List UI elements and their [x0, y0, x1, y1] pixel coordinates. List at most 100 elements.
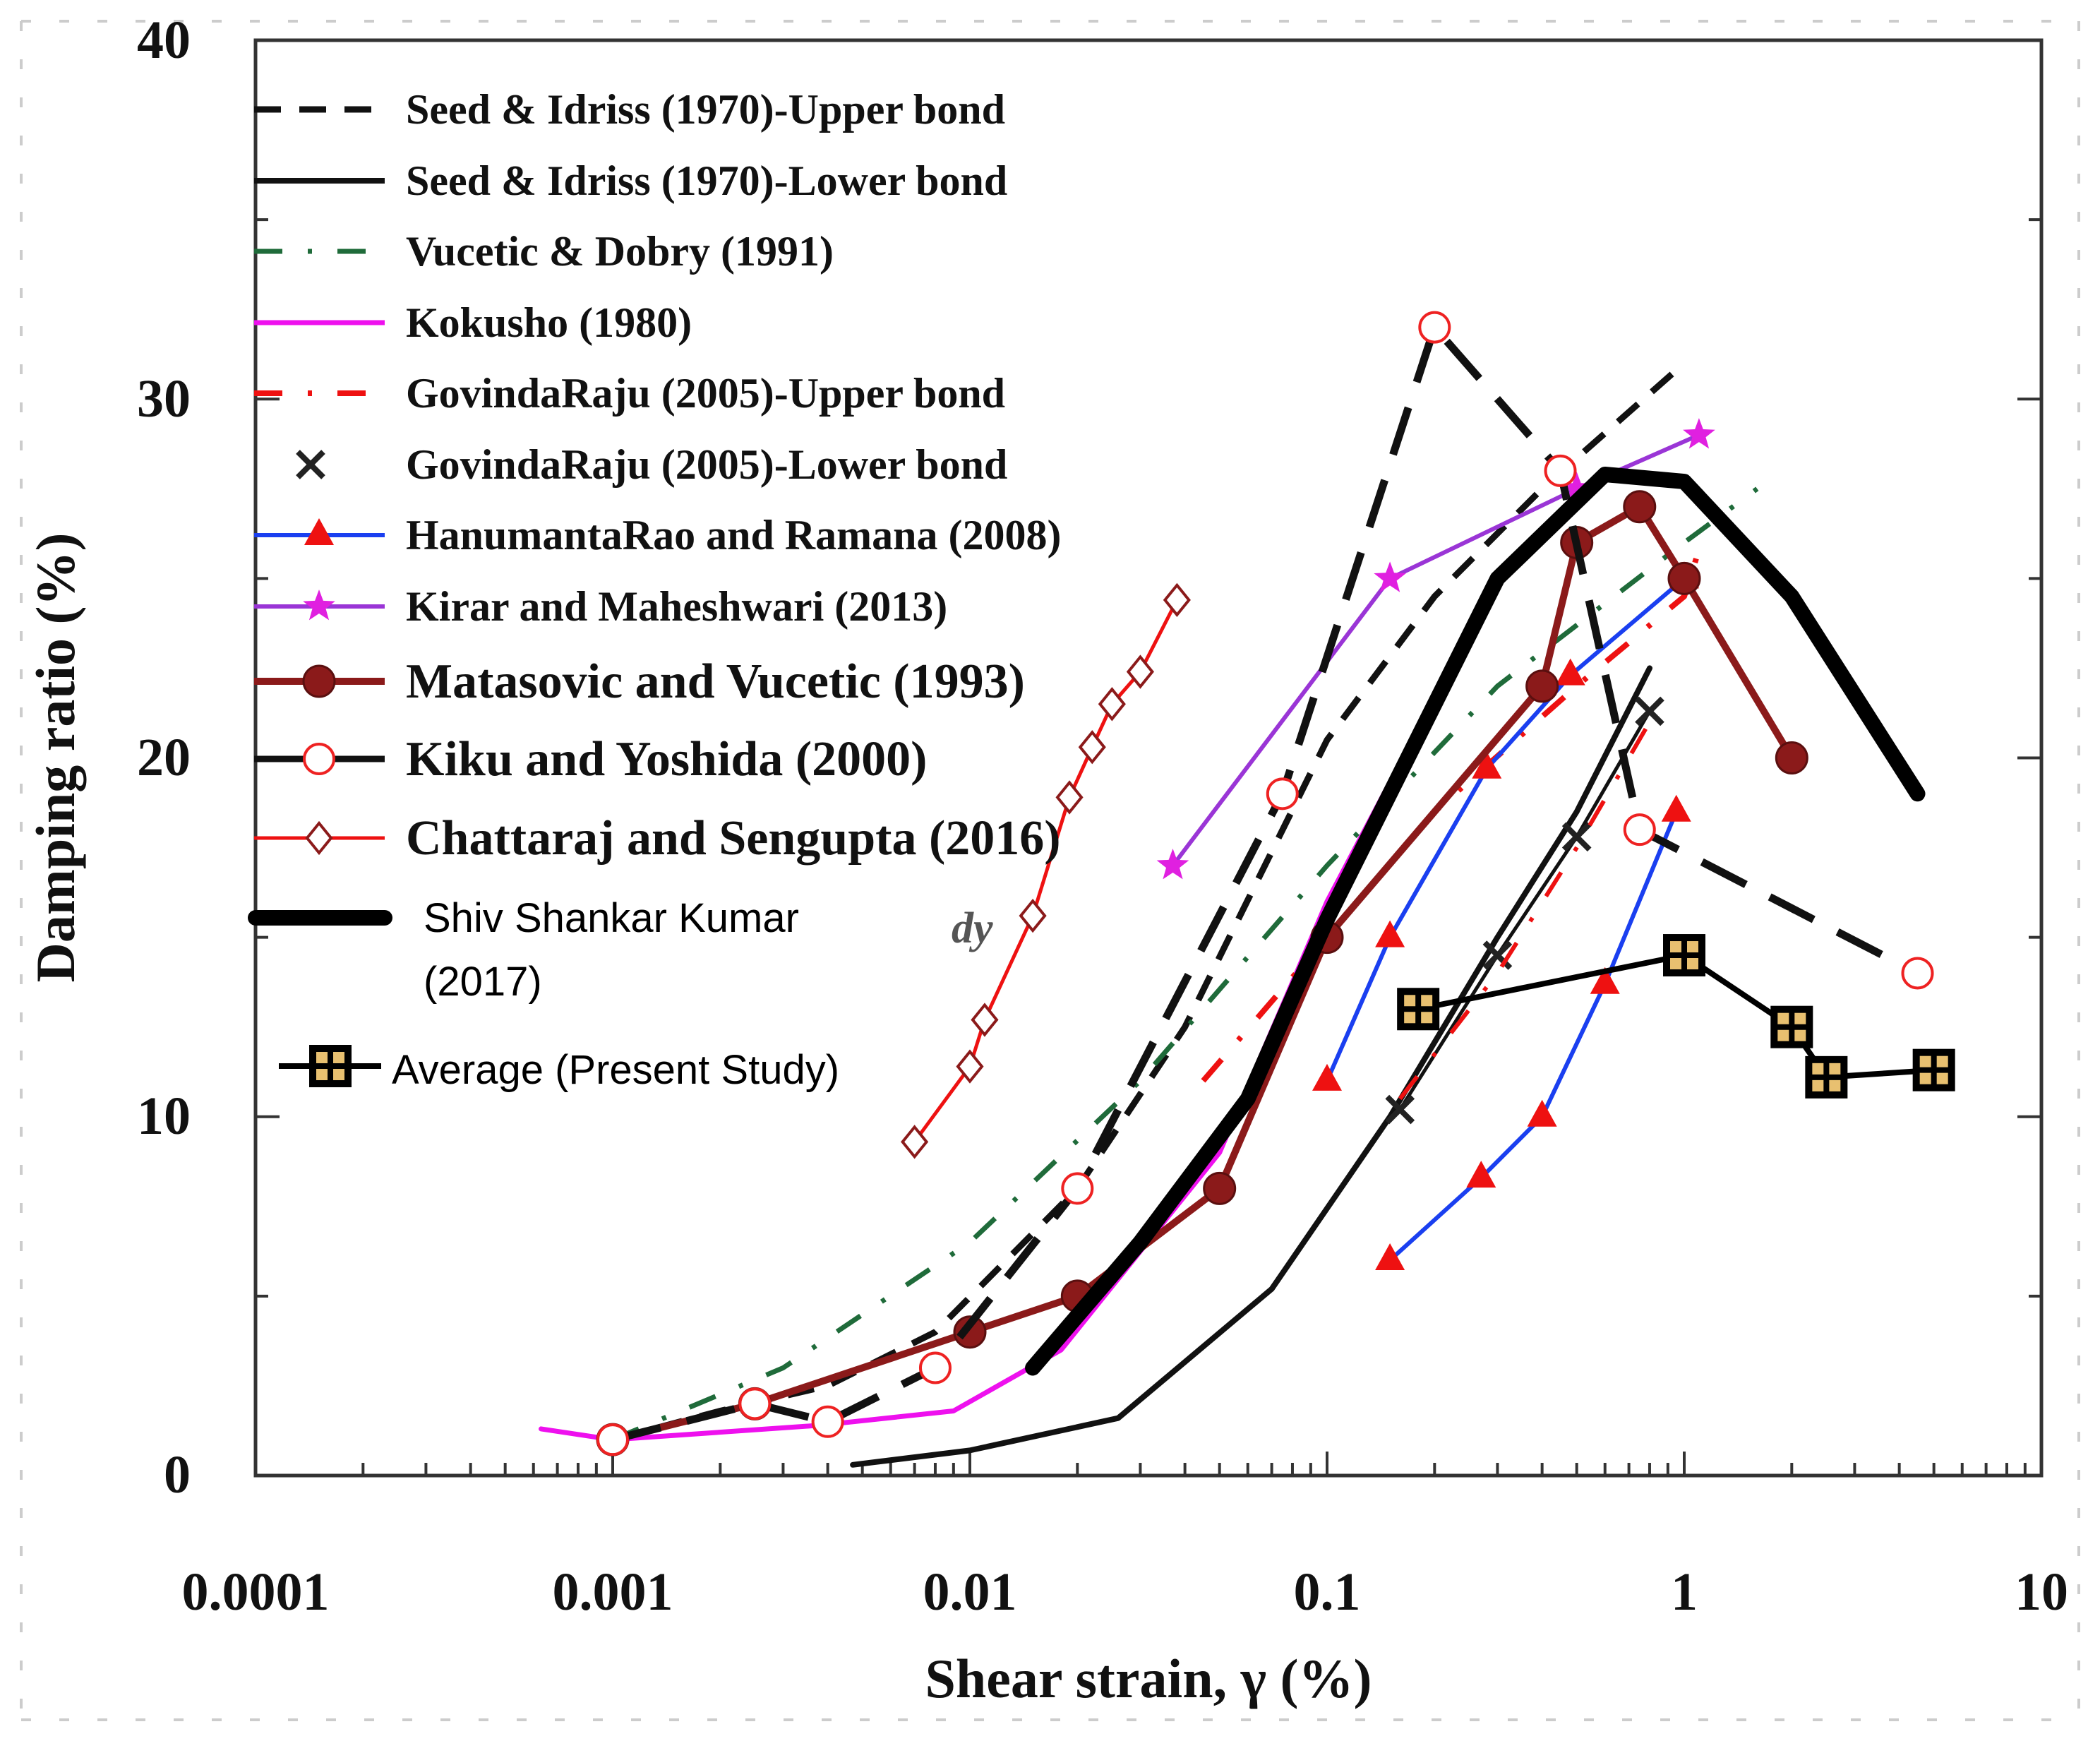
diamond-marker [1019, 898, 1047, 933]
x-marker [1635, 696, 1664, 726]
triangle-marker [1527, 1099, 1557, 1127]
ring-marker [738, 1387, 772, 1420]
square-plus-cross [1916, 1052, 1952, 1088]
series-layer [539, 311, 1955, 1468]
square-plus-cross [1808, 1059, 1844, 1095]
triangle-marker [1375, 920, 1405, 947]
x-tick-label: 0.001 [553, 1562, 673, 1622]
series-kirar-and-maheshwari-2013- [1156, 418, 1715, 880]
diamond-marker [1055, 780, 1084, 815]
square-plus-cross [1400, 991, 1436, 1027]
diamond-marker [901, 1125, 929, 1159]
triangle-marker [1555, 658, 1585, 686]
square-plus-cross [1667, 938, 1702, 974]
legend-label: Kiku and Yoshida (2000) [406, 732, 928, 786]
series-chattaraj-and-sengupta-2016- [901, 582, 1191, 1159]
legend-label: Kirar and Maheshwari (2013) [406, 583, 947, 630]
diamond-marker [971, 1003, 999, 1037]
diamond-marker [1126, 654, 1154, 689]
dot-marker [1623, 490, 1657, 524]
triangle-marker [304, 518, 334, 545]
star-marker [1683, 418, 1715, 449]
series-seed-idriss-1970-lower-bond [850, 665, 1652, 1468]
star-marker [303, 590, 335, 621]
series-vucetic-dobry-1991- [611, 486, 1759, 1442]
y-tick-label: 10 [137, 1087, 191, 1146]
series-seed-idriss-1970-upper-bond [611, 361, 1686, 1443]
x-tick-label: 0.1 [1294, 1562, 1361, 1622]
series-line [1398, 709, 1652, 1112]
series-kiku-and-yoshida-2000- [596, 311, 1934, 1456]
dot-marker [1667, 561, 1701, 595]
dot-marker [302, 664, 336, 698]
legend-label: (2017) [424, 959, 542, 1005]
y-tick-label: 40 [137, 11, 191, 70]
dot-marker [953, 1315, 987, 1349]
ring-marker [811, 1405, 844, 1438]
y-tick-label: 20 [137, 728, 191, 787]
legend-label: Matasovic and Vucetic (1993) [406, 654, 1025, 709]
diamond-marker [1098, 687, 1126, 722]
series-average-present-study- [1397, 934, 1955, 1099]
page-border [20, 20, 2080, 1721]
triangle-marker [1661, 794, 1691, 822]
y-axis-title: Damping ratio (%) [25, 533, 86, 983]
ring-marker [1266, 777, 1299, 810]
series-line [850, 665, 1652, 1468]
diamond-marker [956, 1049, 984, 1084]
square-plus-cross [1774, 1009, 1810, 1045]
star-marker [1156, 849, 1189, 880]
legend-label: Vucetic & Dobry (1991) [406, 228, 834, 275]
ring-marker [1061, 1172, 1094, 1205]
legend-symbols [248, 106, 392, 1087]
legend-label: Seed & Idriss (1970)-Lower bond [406, 157, 1007, 204]
series-line [1170, 433, 1701, 868]
diamond-marker [1163, 582, 1191, 618]
triangle-marker [1312, 1063, 1342, 1091]
square-plus-cross [313, 1048, 348, 1084]
triangle-marker [1590, 967, 1620, 994]
star-marker [1374, 561, 1406, 592]
legend: Seed & Idriss (1970)-Upper bond Seed & I… [248, 86, 1061, 1093]
dot-marker [1775, 741, 1808, 774]
ring-marker [303, 743, 335, 775]
ring-marker [1901, 957, 1934, 990]
x-tick-label: 0.0001 [182, 1562, 330, 1622]
triangle-marker [1472, 751, 1502, 779]
x-marker [296, 450, 325, 479]
series-line [611, 361, 1686, 1443]
series-line [611, 323, 1920, 1444]
legend-label: Chattaraj and Sengupta (2016) [406, 811, 1061, 866]
x-marker [1385, 1094, 1415, 1125]
x-tick-label: 1 [1671, 1562, 1698, 1622]
triangle-marker [1375, 1243, 1405, 1271]
ring-marker [1623, 813, 1656, 846]
x-tick-label: 10 [2015, 1562, 2068, 1622]
x-axis-title: Shear strain, γ (%) [925, 1648, 1372, 1709]
series-govindaraju-2005-lower-bond [1385, 696, 1664, 1125]
ring-marker [1418, 311, 1451, 344]
y-tick-labels: 0 10 20 30 40 [137, 11, 191, 1504]
series-line [611, 486, 1759, 1442]
ring-marker [596, 1423, 629, 1456]
axis-ticks [254, 39, 2043, 1477]
legend-label: GovindaRaju (2005)-Upper bond [406, 370, 1005, 417]
legend-label: Average (Present Study) [392, 1047, 839, 1093]
x-tick-label: 0.01 [923, 1562, 1017, 1622]
hidden-text-fragment: dy [952, 904, 993, 952]
triangle-marker [1466, 1161, 1496, 1188]
dot-marker [1203, 1171, 1237, 1205]
series-shiv-shankar-kumar-2017- [1025, 467, 1926, 1376]
legend-label: Shiv Shankar Kumar [424, 895, 799, 941]
y-tick-label: 30 [137, 369, 191, 429]
ring-marker [918, 1351, 952, 1384]
star-marker [1560, 472, 1593, 503]
legend-label: Seed & Idriss (1970)-Upper bond [406, 86, 1005, 133]
ring-marker [1544, 454, 1577, 487]
series-hanumantarao-and-ramana-2008- [1375, 794, 1691, 1271]
series-line [1025, 467, 1926, 1376]
x-marker [1561, 822, 1592, 852]
y-tick-label: 0 [164, 1445, 191, 1504]
